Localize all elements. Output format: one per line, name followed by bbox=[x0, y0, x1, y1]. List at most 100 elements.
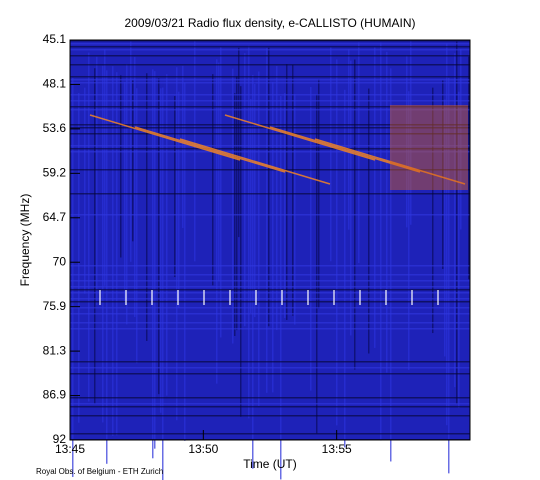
spectrogram-stripe bbox=[174, 96, 176, 278]
spectrogram-stripe bbox=[212, 74, 214, 286]
spectrogram-band bbox=[70, 214, 470, 216]
spectrogram-stripe bbox=[374, 47, 376, 348]
spectrogram-band bbox=[70, 322, 470, 324]
spectrogram-stripe bbox=[280, 95, 282, 480]
spectrogram-stripe bbox=[134, 56, 136, 318]
spectrogram-band bbox=[70, 145, 470, 147]
chart-title: 2009/03/21 Radio flux density, e-CALLIST… bbox=[124, 16, 415, 30]
footer: Royal Obs. of Belgium - ETH Zurich bbox=[36, 467, 163, 476]
x-tick-label: 13:50 bbox=[188, 442, 218, 456]
spectrogram-stripe bbox=[244, 53, 246, 327]
y-tick-label: 59.2 bbox=[43, 166, 67, 180]
y-tick-label: 86.9 bbox=[43, 388, 67, 402]
spectrogram-stripe bbox=[258, 71, 260, 407]
spectrogram-stripe bbox=[350, 60, 352, 336]
spectrogram-stripe bbox=[160, 88, 162, 413]
spectrogram-stripe bbox=[146, 73, 148, 341]
spectrogram-stripe bbox=[232, 68, 234, 344]
spectrogram-stripe bbox=[468, 56, 470, 280]
y-tick-label: 45.1 bbox=[43, 32, 67, 46]
spectrogram-band bbox=[70, 361, 470, 363]
spectrogram-band bbox=[70, 328, 470, 330]
spectrogram-stripe bbox=[236, 76, 238, 331]
spectrogram-stripe bbox=[132, 80, 134, 242]
spectrogram-band bbox=[70, 289, 470, 291]
spectrogram-band bbox=[70, 109, 470, 111]
spectrogram-stripe bbox=[460, 49, 462, 230]
spectrogram-band bbox=[70, 40, 470, 42]
spectrogram-burst bbox=[269, 126, 421, 173]
spectrogram-stripe bbox=[216, 59, 218, 384]
spectrogram-band bbox=[70, 415, 470, 417]
spectrogram-band bbox=[70, 64, 470, 66]
spectrogram-band bbox=[70, 298, 470, 300]
spectrogram-stripe bbox=[348, 49, 350, 230]
spectrogram-burst-region bbox=[390, 105, 468, 190]
spectrogram-band bbox=[70, 307, 470, 309]
spectrogram-stripe bbox=[106, 70, 108, 464]
spectrogram-band bbox=[70, 397, 470, 399]
spectrogram-band bbox=[70, 82, 470, 84]
spectrogram-band bbox=[70, 151, 470, 153]
plot-frame bbox=[69, 39, 471, 441]
spectrogram-stripe bbox=[252, 74, 254, 469]
y-tick-label: 92 bbox=[53, 432, 67, 446]
spectrogram-band bbox=[70, 49, 470, 51]
spectrogram-stripe bbox=[284, 93, 286, 318]
spectrogram-stripe bbox=[136, 88, 138, 364]
spectrogram-stripe bbox=[88, 52, 90, 402]
spectrogram-stripe bbox=[166, 74, 168, 396]
spectrogram-stripe bbox=[250, 99, 252, 314]
spectrogram-stripe bbox=[178, 91, 180, 308]
spectrogram-stripe bbox=[294, 93, 296, 325]
spectrogram-stripe bbox=[162, 87, 164, 480]
spectrogram-stripe bbox=[444, 99, 446, 357]
spectrogram-stripe bbox=[286, 64, 288, 320]
spectrogram-band bbox=[70, 193, 470, 195]
spectrogram-band bbox=[70, 292, 470, 294]
spectrogram-band bbox=[70, 79, 470, 81]
spectrogram-burst bbox=[89, 114, 241, 161]
spectrogram-stripe bbox=[458, 91, 460, 409]
spectrogram-stripe bbox=[448, 77, 450, 474]
spectrogram-stripe bbox=[184, 82, 186, 441]
spectrogram-band bbox=[70, 55, 470, 57]
spectrogram-burst bbox=[179, 138, 331, 185]
y-tick-label: 75.9 bbox=[43, 299, 67, 313]
spectrogram-band bbox=[70, 403, 470, 405]
spectrogram-stripe bbox=[408, 91, 410, 370]
spectrogram-stripe bbox=[344, 89, 346, 448]
spectrogram-stripe bbox=[194, 40, 196, 262]
spectrogram-stripe bbox=[456, 41, 458, 404]
spectrogram-stripe bbox=[96, 56, 98, 306]
spectrogram-stripe bbox=[406, 55, 408, 228]
spectrogram-stripe bbox=[238, 47, 240, 238]
spectrogram-stripe bbox=[410, 40, 412, 225]
spectrogram-stripe bbox=[116, 72, 118, 436]
y-tick-label: 48.1 bbox=[43, 77, 67, 91]
spectrogram-stripe bbox=[182, 65, 184, 228]
spectrogram-band bbox=[70, 406, 470, 408]
spectrogram-stripe bbox=[368, 88, 370, 354]
spectrogram-stripe bbox=[248, 45, 250, 419]
spectrogram-stripe bbox=[72, 77, 74, 477]
x-tick-label: 13:55 bbox=[322, 442, 352, 456]
spectrogram-stripe bbox=[218, 62, 220, 282]
spectrogram-stripe bbox=[432, 87, 434, 334]
spectrogram-band bbox=[70, 373, 470, 375]
spectrogram-stripe bbox=[102, 65, 104, 423]
spectrogram-stripe bbox=[240, 86, 242, 417]
spectrogram-stripe bbox=[112, 66, 114, 436]
spectrogram-stripe bbox=[94, 68, 96, 404]
spectrogram-stripe bbox=[268, 47, 270, 327]
spectrogram-stripe bbox=[336, 59, 338, 426]
spectrogram-band bbox=[70, 148, 470, 150]
y-tick-label: 81.3 bbox=[43, 343, 67, 357]
spectrogram-band bbox=[70, 133, 470, 135]
spectrogram-burst bbox=[314, 138, 466, 185]
spectrogram-stripe bbox=[386, 51, 388, 373]
y-tick-label: 64.7 bbox=[43, 210, 67, 224]
y-tick-label: 53.6 bbox=[43, 121, 67, 135]
spectrogram-band bbox=[70, 274, 470, 276]
